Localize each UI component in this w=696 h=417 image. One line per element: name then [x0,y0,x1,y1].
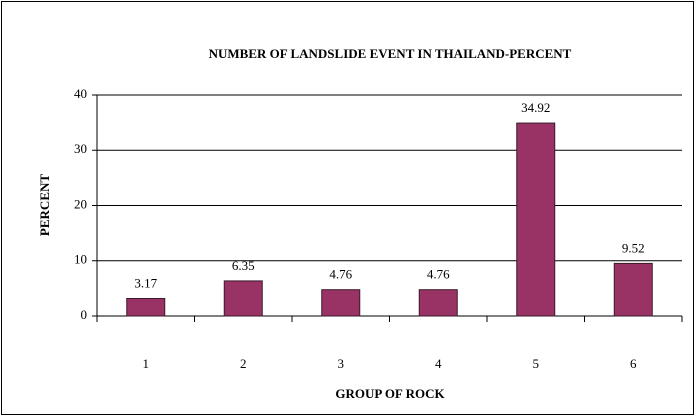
bar [223,280,263,317]
value-label: 6.35 [232,258,255,273]
y-tick-label: 30 [74,141,87,156]
y-axis-label: PERCENT [37,174,52,236]
bar [613,262,653,317]
x-tick-label: 5 [533,356,540,371]
y-tick-label: 40 [74,86,87,101]
x-tick-label: 4 [435,356,442,371]
value-label: 9.52 [622,240,645,255]
y-tick-label: 20 [74,196,87,211]
chart-title: NUMBER OF LANDSLIDE EVENT IN THAILAND-PE… [209,46,572,61]
value-label: 3.17 [134,275,157,290]
x-tick-label: 6 [630,356,637,371]
x-tick-label: 1 [143,356,150,371]
bar [126,297,166,317]
x-tick-label: 3 [338,356,345,371]
value-label: 34.92 [521,100,550,115]
value-label: 4.76 [329,267,352,282]
bar [418,289,458,317]
bar [321,289,361,317]
x-axis-label: GROUP OF ROCK [335,386,445,401]
y-tick-label: 10 [74,252,87,267]
y-tick-label: 0 [81,307,88,322]
x-tick-label: 2 [240,356,247,371]
bar [516,122,556,317]
value-label: 4.76 [427,267,450,282]
